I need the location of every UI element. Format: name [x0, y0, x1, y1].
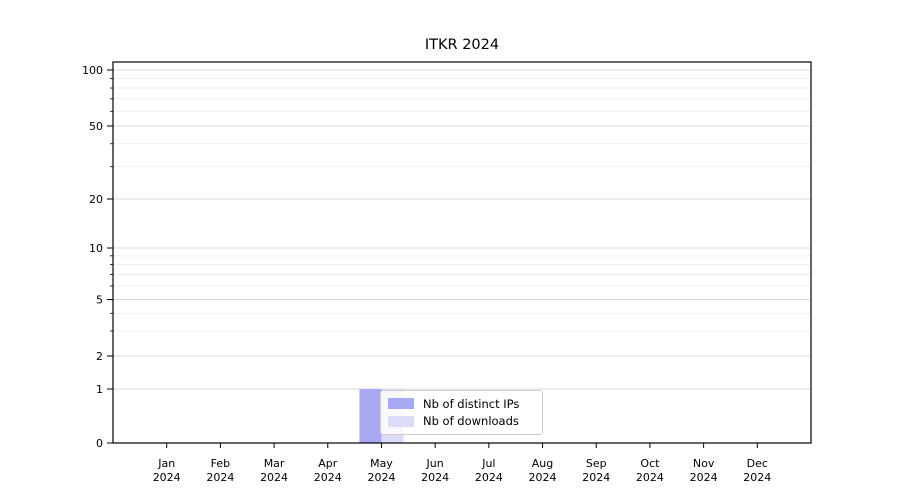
- legend-swatch-distinct-ips: [388, 398, 414, 410]
- x-tick-label-year: 2024: [636, 471, 664, 484]
- x-tick-label-year: 2024: [260, 471, 288, 484]
- x-tick-label-month: Dec: [747, 457, 768, 470]
- x-tick-label-year: 2024: [743, 471, 771, 484]
- legend-item-downloads: Nb of downloads: [388, 414, 535, 428]
- x-tick-label-month: Mar: [264, 457, 285, 470]
- x-tick-label-month: Oct: [640, 457, 660, 470]
- x-tick-label-year: 2024: [421, 471, 449, 484]
- y-tick-label: 50: [89, 120, 103, 133]
- x-tick-label-month: Feb: [211, 457, 230, 470]
- x-tick-label-month: Jun: [426, 457, 444, 470]
- y-tick-label: 1: [96, 383, 103, 396]
- x-tick-label-month: Jan: [157, 457, 175, 470]
- legend-item-distinct-ips: Nb of distinct IPs: [388, 397, 535, 411]
- bar-distinct-ips: [359, 389, 382, 443]
- x-tick-label-year: 2024: [367, 471, 395, 484]
- legend-swatch-downloads: [388, 415, 414, 427]
- legend-label-downloads: Nb of downloads: [423, 414, 519, 429]
- y-tick-label: 10: [89, 242, 103, 255]
- chart-title: ITKR 2024: [424, 37, 500, 53]
- x-tick-label-month: Nov: [693, 457, 715, 470]
- y-tick-label: 2: [96, 350, 103, 363]
- y-tick-label: 5: [96, 294, 103, 307]
- legend-label-distinct-ips: Nb of distinct IPs: [423, 396, 520, 411]
- x-tick-label-year: 2024: [582, 471, 610, 484]
- x-tick-label-month: Jul: [481, 457, 495, 470]
- y-tick-label: 100: [82, 64, 103, 77]
- axes-frame: [112, 61, 812, 444]
- x-tick-label-month: Aug: [532, 457, 553, 470]
- x-tick-label-year: 2024: [475, 471, 503, 484]
- legend: Nb of distinct IPs Nb of downloads: [380, 390, 543, 435]
- y-tick-label: 0: [96, 437, 103, 450]
- y-tick-label: 20: [89, 193, 103, 206]
- x-tick-label-month: Sep: [586, 457, 607, 470]
- x-tick-label-month: May: [370, 457, 393, 470]
- x-tick-label-year: 2024: [529, 471, 557, 484]
- x-tick-label-year: 2024: [206, 471, 234, 484]
- x-tick-label-year: 2024: [314, 471, 342, 484]
- x-tick-label-year: 2024: [153, 471, 181, 484]
- x-tick-label-year: 2024: [690, 471, 718, 484]
- x-tick-label-month: Apr: [318, 457, 338, 470]
